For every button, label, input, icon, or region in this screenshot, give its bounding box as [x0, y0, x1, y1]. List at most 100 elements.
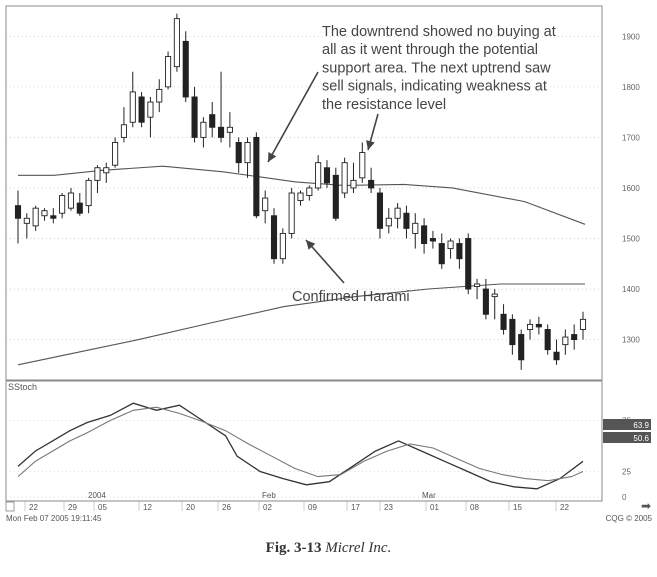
candle-body — [306, 187, 313, 196]
candle-body — [553, 351, 560, 361]
annotation-downtrend: The downtrend showed no buying at all as … — [322, 24, 556, 113]
candle-body — [94, 167, 101, 181]
candle-body — [129, 91, 136, 123]
date-tick-label: 02 — [263, 503, 272, 512]
candle-body — [235, 142, 242, 164]
candle-body — [350, 179, 357, 189]
candle-body — [341, 162, 348, 194]
candlesticks — [14, 13, 587, 370]
candle-body — [191, 96, 198, 138]
date-tick-label: 23 — [384, 503, 393, 512]
candle-body — [50, 215, 57, 219]
candle-body — [279, 232, 286, 260]
date-tick-label: 12 — [143, 503, 152, 512]
candle-body — [465, 238, 472, 290]
candle-body — [244, 142, 251, 164]
arrow-to-harami-head — [306, 240, 316, 250]
candle-body — [270, 215, 278, 260]
price-axis: 1300 1400 1500 1600 1700 1800 1900 — [622, 32, 640, 344]
period-label: Feb — [262, 491, 276, 500]
candle-body — [394, 207, 401, 219]
candle-body — [429, 238, 436, 242]
candle-body — [447, 240, 454, 250]
candle-body — [535, 323, 542, 328]
candle-body — [138, 96, 145, 123]
arrow-to-sell-signal-head — [366, 140, 375, 150]
candle-body — [288, 192, 295, 234]
candle-body — [147, 101, 154, 118]
stoch-value-label: 63.9 — [633, 421, 649, 430]
candle-body — [112, 142, 119, 166]
candle-body — [85, 179, 92, 207]
annotation-harami-line: Confirmed Harami — [292, 289, 410, 305]
candle-body — [544, 329, 551, 351]
stoch-grid — [6, 420, 602, 498]
annotation-downtrend-line: the resistance level — [322, 97, 446, 113]
price-tick-label: 1600 — [622, 184, 640, 193]
period-label: Mar — [422, 491, 436, 500]
candle-body — [226, 126, 233, 133]
candle-body — [262, 197, 269, 212]
candle-body — [456, 243, 463, 260]
price-tick-label: 1500 — [622, 234, 640, 243]
candle-body — [482, 288, 489, 315]
annotation-harami: Confirmed Harami — [292, 289, 410, 305]
stoch-series-line — [17, 406, 584, 482]
candle-body — [518, 334, 525, 361]
candle-body — [182, 40, 189, 98]
stoch-value-tag — [603, 419, 651, 430]
period-label: 2004 — [88, 491, 106, 500]
candle-body — [253, 136, 260, 217]
candle-body — [67, 192, 75, 209]
candle-body — [14, 205, 22, 219]
date-tick-label: 22 — [29, 503, 38, 512]
candle-body — [315, 162, 322, 189]
candle-body — [297, 192, 304, 202]
price-tick-label: 1800 — [622, 83, 640, 92]
scroll-right-icon[interactable]: ➡ — [641, 499, 651, 513]
stoch-value-label: 50.6 — [633, 434, 649, 443]
date-tick-label: 09 — [308, 503, 317, 512]
moving-average-short-line — [18, 165, 586, 225]
candle-body — [41, 210, 48, 217]
candle-body — [32, 207, 39, 227]
candle-body — [103, 167, 110, 174]
date-tick-label: 15 — [513, 503, 522, 512]
candle-body — [217, 126, 225, 138]
candle-body — [412, 222, 419, 234]
candle-body — [323, 167, 331, 184]
figure-title: Micrel Inc. — [325, 540, 392, 556]
date-axis: 22 29 05 12 20 26 02 09 17 23 01 08 15 22 2004 Feb Mar — [5, 491, 569, 512]
candle-body — [438, 243, 445, 265]
candle-body — [500, 313, 507, 330]
stochastic-lines — [17, 402, 584, 490]
candle-body — [200, 121, 207, 138]
candle-body — [368, 179, 375, 189]
candle-body — [120, 124, 127, 138]
candle-body — [209, 114, 216, 128]
price-tick-label: 1700 — [622, 133, 640, 142]
scroll-left-box — [5, 501, 15, 512]
annotation-arrows — [267, 71, 379, 284]
figure-number: Fig. 3-13 — [265, 540, 322, 556]
stoch-value-tag — [603, 432, 651, 443]
candle-body — [165, 56, 172, 88]
date-tick-label: 22 — [560, 503, 569, 512]
price-tick-label: 1900 — [622, 32, 640, 41]
stochastic-axis: 0257563.950.6 — [603, 417, 651, 502]
candle-body — [509, 318, 516, 346]
candle-body — [359, 152, 366, 179]
arrow-to-downtrend-head — [268, 151, 277, 162]
price-tick-label: 1400 — [622, 285, 640, 294]
stoch-tick-label: 0 — [622, 493, 627, 502]
candle-body — [474, 283, 481, 287]
arrow-to-downtrend — [267, 71, 319, 163]
candle-body — [173, 18, 180, 68]
price-grid — [6, 36, 602, 340]
figure-caption: Fig. 3-13 Micrel Inc. — [0, 540, 657, 557]
arrow-to-harami — [305, 239, 345, 284]
stoch-tick-label: 25 — [622, 468, 631, 477]
candle-body — [156, 88, 163, 103]
date-tick-label: 05 — [98, 503, 107, 512]
